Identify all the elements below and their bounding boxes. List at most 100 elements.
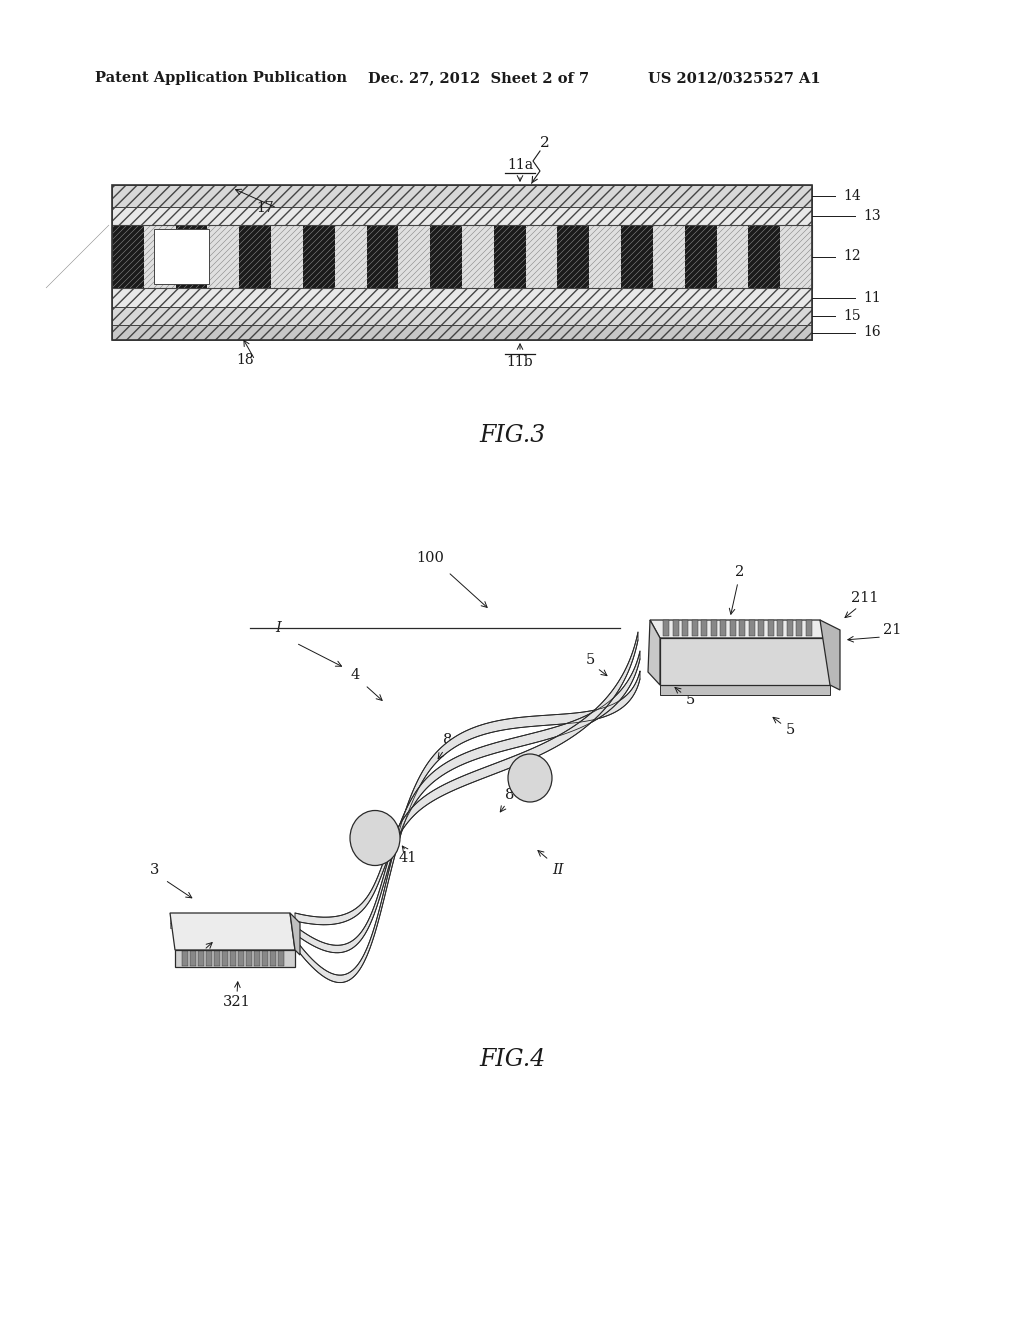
Polygon shape <box>660 638 830 685</box>
Bar <box>525 224 557 288</box>
Polygon shape <box>295 651 640 953</box>
Polygon shape <box>663 620 669 636</box>
Text: 211: 211 <box>851 591 879 605</box>
Bar <box>717 224 749 288</box>
Ellipse shape <box>508 754 552 803</box>
Polygon shape <box>190 950 196 966</box>
Text: 31: 31 <box>185 950 204 965</box>
Polygon shape <box>777 620 783 636</box>
Polygon shape <box>170 913 290 917</box>
Bar <box>685 224 717 288</box>
Bar <box>112 224 143 288</box>
Text: 5: 5 <box>685 693 694 708</box>
Text: 100: 100 <box>416 550 444 565</box>
Bar <box>208 224 240 288</box>
Bar <box>112 224 812 288</box>
Polygon shape <box>278 950 284 966</box>
Text: Dec. 27, 2012  Sheet 2 of 7: Dec. 27, 2012 Sheet 2 of 7 <box>368 71 589 84</box>
Text: FIG.3: FIG.3 <box>479 424 545 446</box>
Text: 12: 12 <box>843 249 860 264</box>
Bar <box>112 325 812 341</box>
Polygon shape <box>739 620 745 636</box>
Text: 41: 41 <box>398 851 417 865</box>
Polygon shape <box>175 950 295 968</box>
Bar <box>154 228 209 284</box>
Text: 15: 15 <box>843 309 860 323</box>
Text: US 2012/0325527 A1: US 2012/0325527 A1 <box>648 71 820 84</box>
Text: FIG.4: FIG.4 <box>479 1048 545 1072</box>
Polygon shape <box>214 950 219 966</box>
Bar <box>367 224 398 288</box>
Text: 16: 16 <box>863 326 881 339</box>
Text: 5: 5 <box>586 653 595 667</box>
Bar <box>143 224 176 288</box>
Text: 17: 17 <box>256 201 273 215</box>
Bar <box>557 224 589 288</box>
Polygon shape <box>295 632 638 925</box>
Polygon shape <box>238 950 244 966</box>
Text: 14: 14 <box>843 189 861 203</box>
Text: I: I <box>275 620 281 635</box>
Polygon shape <box>673 620 679 636</box>
Polygon shape <box>796 620 802 636</box>
Polygon shape <box>198 950 204 966</box>
Polygon shape <box>230 950 236 966</box>
Bar <box>780 224 812 288</box>
Polygon shape <box>701 620 707 636</box>
Bar <box>749 224 780 288</box>
Text: 18: 18 <box>237 352 254 367</box>
Bar <box>112 224 812 288</box>
Text: 13: 13 <box>863 209 881 223</box>
Text: 4: 4 <box>350 668 359 682</box>
Ellipse shape <box>350 810 400 866</box>
Text: 8: 8 <box>443 733 453 747</box>
Text: II: II <box>552 863 564 876</box>
Text: Patent Application Publication: Patent Application Publication <box>95 71 347 84</box>
Text: 11a: 11a <box>507 158 534 172</box>
Polygon shape <box>806 620 811 636</box>
Polygon shape <box>650 620 830 638</box>
Bar <box>176 224 208 288</box>
Polygon shape <box>691 620 697 636</box>
Bar <box>430 224 462 288</box>
Polygon shape <box>758 620 764 636</box>
Text: 5: 5 <box>785 723 795 737</box>
Bar <box>589 224 622 288</box>
Bar <box>303 224 335 288</box>
Polygon shape <box>170 923 290 928</box>
Bar <box>112 207 812 224</box>
Text: 8: 8 <box>505 788 515 803</box>
Polygon shape <box>749 620 755 636</box>
Bar <box>335 224 367 288</box>
Bar <box>462 224 494 288</box>
Bar <box>112 185 812 341</box>
Bar <box>240 224 271 288</box>
Polygon shape <box>270 950 275 966</box>
Text: 11b: 11b <box>507 355 534 370</box>
Polygon shape <box>182 950 187 966</box>
Polygon shape <box>254 950 259 966</box>
Polygon shape <box>729 620 735 636</box>
Bar <box>271 224 303 288</box>
Text: 11: 11 <box>863 290 881 305</box>
Polygon shape <box>170 913 295 950</box>
Bar <box>398 224 430 288</box>
Bar <box>112 308 812 325</box>
Bar <box>653 224 685 288</box>
Polygon shape <box>295 671 640 982</box>
Bar <box>112 185 812 207</box>
Polygon shape <box>786 620 793 636</box>
Polygon shape <box>246 950 252 966</box>
Polygon shape <box>711 620 717 636</box>
Text: 321: 321 <box>223 995 251 1008</box>
Text: 3: 3 <box>151 863 160 876</box>
Polygon shape <box>768 620 773 636</box>
Bar <box>112 224 812 288</box>
Bar <box>112 288 812 308</box>
Polygon shape <box>290 913 300 954</box>
Text: 21: 21 <box>883 623 901 638</box>
Text: 2: 2 <box>735 565 744 579</box>
Polygon shape <box>262 950 267 966</box>
Bar <box>622 224 653 288</box>
Polygon shape <box>170 917 290 923</box>
